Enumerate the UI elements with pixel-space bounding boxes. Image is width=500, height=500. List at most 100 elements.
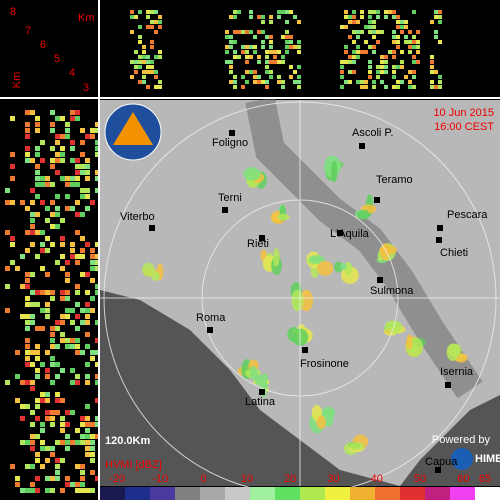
echo-cell — [277, 60, 281, 64]
echo-cell — [15, 398, 20, 403]
echo-cell — [45, 368, 50, 373]
echo-cell — [134, 65, 138, 69]
logo-mark — [113, 112, 153, 145]
echo-cell — [253, 75, 257, 79]
echo-cell — [55, 362, 60, 367]
echo-cell — [372, 25, 376, 29]
echo-cell — [35, 302, 40, 307]
echo-cell — [45, 176, 50, 181]
echo-cell — [50, 158, 55, 163]
echo-cell — [75, 116, 80, 121]
echo-cell — [253, 45, 257, 49]
echo-cell — [45, 236, 50, 241]
echo-cell — [90, 296, 95, 301]
echo-cell — [35, 122, 40, 127]
echo-cell — [229, 35, 233, 39]
echo-cell — [60, 242, 65, 247]
echo — [321, 406, 336, 419]
echo-cell — [150, 40, 154, 44]
city-marker — [359, 143, 365, 149]
echo-cell — [285, 10, 289, 14]
echo-cell — [146, 70, 150, 74]
echo-cell — [55, 374, 60, 379]
echo-cell — [233, 10, 237, 14]
echo-cell — [352, 40, 356, 44]
height-label: 7 — [25, 25, 31, 37]
echo-cell — [40, 182, 45, 187]
echo-cell — [249, 10, 253, 14]
echo-cell — [293, 70, 297, 74]
echo-cell — [380, 60, 384, 64]
echo-cell — [70, 308, 75, 313]
echo — [348, 442, 365, 450]
echo-cell — [396, 35, 400, 39]
echo-cell — [146, 15, 150, 19]
echo-cell — [60, 134, 65, 139]
echo-cell — [45, 458, 50, 463]
echo-cell — [75, 482, 80, 487]
echo-cell — [293, 15, 297, 19]
echo-cell — [285, 40, 289, 44]
echo-cell — [5, 284, 10, 289]
echo — [339, 262, 347, 271]
echo-cell — [60, 296, 65, 301]
echo-cell — [40, 266, 45, 271]
echo-cell — [352, 70, 356, 74]
legend-tick: 60 — [457, 473, 469, 485]
echo-cell — [348, 20, 352, 24]
echo-cell — [35, 128, 40, 133]
echo-cell — [30, 482, 35, 487]
echo-cell — [5, 266, 10, 271]
echo-cell — [384, 55, 388, 59]
echo-cell — [229, 40, 233, 44]
echo-cell — [380, 65, 384, 69]
echo-cell — [35, 434, 40, 439]
echo-cell — [434, 30, 438, 34]
echo-cell — [225, 50, 229, 54]
echo-cell — [15, 482, 20, 487]
echo-cell — [55, 410, 60, 415]
echo-cell — [20, 404, 25, 409]
echo-cell — [30, 488, 35, 493]
echo-cell — [40, 308, 45, 313]
echo — [308, 255, 325, 264]
echo-cell — [25, 152, 30, 157]
city-label: Terni — [218, 192, 242, 204]
echo-cell — [400, 65, 404, 69]
echo-cell — [85, 428, 90, 433]
echo-cell — [30, 230, 35, 235]
echo-cell — [75, 488, 80, 493]
echo-cell — [368, 45, 372, 49]
echoes — [5, 10, 468, 493]
echo-cell — [5, 380, 10, 385]
echo-cell — [344, 80, 348, 84]
echo-cell — [229, 65, 233, 69]
echo-cell — [70, 440, 75, 445]
echo-cell — [55, 194, 60, 199]
city-marker — [259, 389, 265, 395]
echo-cell — [412, 60, 416, 64]
echo-cell — [356, 55, 360, 59]
echo-cell — [352, 15, 356, 19]
echo-cell — [380, 55, 384, 59]
sea — [100, 290, 400, 486]
echo-cell — [65, 290, 70, 295]
echo-cell — [95, 380, 100, 385]
echo-cell — [269, 20, 273, 24]
echo-cell — [253, 35, 257, 39]
echo-cell — [50, 422, 55, 427]
echo-cell — [396, 15, 400, 19]
echo-cell — [35, 170, 40, 175]
echo-cell — [85, 194, 90, 199]
echo-cell — [138, 60, 142, 64]
echo-cell — [364, 25, 368, 29]
echo-cell — [372, 50, 376, 54]
km-label: Km — [11, 72, 23, 89]
echo-cell — [20, 440, 25, 445]
city-label: Isernia — [440, 366, 474, 378]
city-label: Ascoli P. — [352, 127, 393, 139]
echo-cell — [344, 15, 348, 19]
echo-cell — [65, 410, 70, 415]
echo-cell — [257, 80, 261, 84]
height-label: 3 — [83, 82, 89, 94]
